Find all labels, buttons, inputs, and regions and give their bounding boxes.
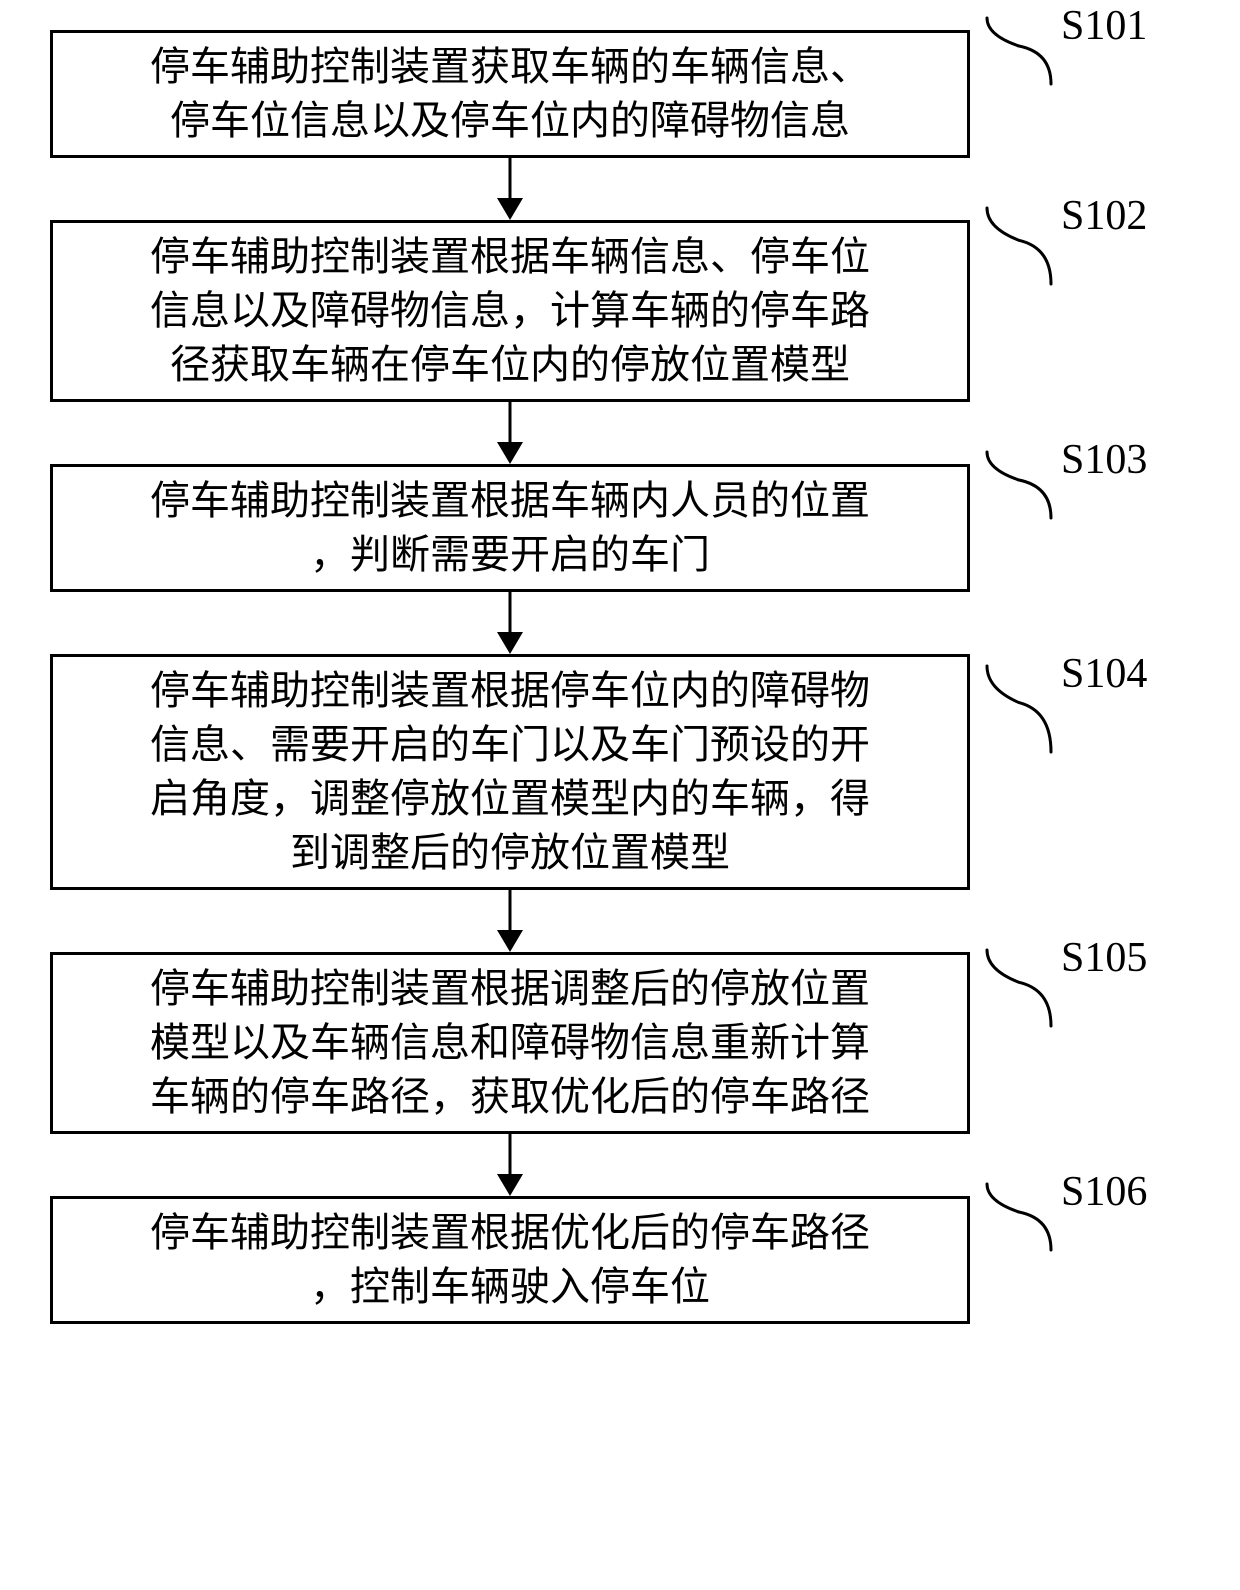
flowchart-container: 停车辅助控制装置获取车辆的车辆信息、 停车位信息以及停车位内的障碍物信息S101… xyxy=(50,30,1190,1324)
step-box: 停车辅助控制装置根据车辆内人员的位置 ，判断需要开启的车门 xyxy=(50,464,970,592)
step-text: 停车辅助控制装置根据调整后的停放位置 模型以及车辆信息和障碍物信息重新计算 车辆… xyxy=(73,962,947,1124)
step-label: S103 xyxy=(1061,436,1147,484)
bracket-icon xyxy=(985,206,1055,286)
flowchart-step: 停车辅助控制装置获取车辆的车辆信息、 停车位信息以及停车位内的障碍物信息S101 xyxy=(50,30,1190,158)
step-label-group: S103 xyxy=(985,450,1147,520)
flowchart-step: 停车辅助控制装置根据优化后的停车路径 ，控制车辆驶入停车位S106 xyxy=(50,1196,1190,1324)
arrow-down-icon xyxy=(480,402,540,464)
step-label-group: S105 xyxy=(985,948,1147,1028)
arrow-connector xyxy=(50,158,970,220)
arrow-down-icon xyxy=(480,158,540,220)
step-label: S101 xyxy=(1061,2,1147,50)
flowchart-step: 停车辅助控制装置根据调整后的停放位置 模型以及车辆信息和障碍物信息重新计算 车辆… xyxy=(50,952,1190,1134)
flowchart-step: 停车辅助控制装置根据车辆内人员的位置 ，判断需要开启的车门S103 xyxy=(50,464,1190,592)
step-label-group: S101 xyxy=(985,16,1147,86)
bracket-icon xyxy=(985,948,1055,1028)
arrow-connector xyxy=(50,1134,970,1196)
flowchart-step: 停车辅助控制装置根据车辆信息、停车位 信息以及障碍物信息，计算车辆的停车路 径获… xyxy=(50,220,1190,402)
arrow-connector xyxy=(50,890,970,952)
step-label-group: S104 xyxy=(985,664,1147,754)
step-text: 停车辅助控制装置根据车辆内人员的位置 ，判断需要开启的车门 xyxy=(73,474,947,582)
step-label: S104 xyxy=(1061,650,1147,698)
flowchart-step: 停车辅助控制装置根据停车位内的障碍物 信息、需要开启的车门以及车门预设的开 启角… xyxy=(50,654,1190,890)
step-text: 停车辅助控制装置获取车辆的车辆信息、 停车位信息以及停车位内的障碍物信息 xyxy=(73,40,947,148)
step-label: S102 xyxy=(1061,192,1147,240)
arrow-connector xyxy=(50,592,970,654)
arrow-down-icon xyxy=(480,890,540,952)
bracket-icon xyxy=(985,16,1055,86)
arrow-down-icon xyxy=(480,592,540,654)
step-text: 停车辅助控制装置根据优化后的停车路径 ，控制车辆驶入停车位 xyxy=(73,1206,947,1314)
step-box: 停车辅助控制装置根据车辆信息、停车位 信息以及障碍物信息，计算车辆的停车路 径获… xyxy=(50,220,970,402)
step-text: 停车辅助控制装置根据车辆信息、停车位 信息以及障碍物信息，计算车辆的停车路 径获… xyxy=(73,230,947,392)
step-label-group: S106 xyxy=(985,1182,1147,1252)
step-label: S105 xyxy=(1061,934,1147,982)
step-label-group: S102 xyxy=(985,206,1147,286)
bracket-icon xyxy=(985,450,1055,520)
arrow-connector xyxy=(50,402,970,464)
bracket-icon xyxy=(985,1182,1055,1252)
step-text: 停车辅助控制装置根据停车位内的障碍物 信息、需要开启的车门以及车门预设的开 启角… xyxy=(73,664,947,880)
step-box: 停车辅助控制装置根据停车位内的障碍物 信息、需要开启的车门以及车门预设的开 启角… xyxy=(50,654,970,890)
step-box: 停车辅助控制装置根据调整后的停放位置 模型以及车辆信息和障碍物信息重新计算 车辆… xyxy=(50,952,970,1134)
step-box: 停车辅助控制装置根据优化后的停车路径 ，控制车辆驶入停车位 xyxy=(50,1196,970,1324)
bracket-icon xyxy=(985,664,1055,754)
step-box: 停车辅助控制装置获取车辆的车辆信息、 停车位信息以及停车位内的障碍物信息 xyxy=(50,30,970,158)
arrow-down-icon xyxy=(480,1134,540,1196)
step-label: S106 xyxy=(1061,1168,1147,1216)
